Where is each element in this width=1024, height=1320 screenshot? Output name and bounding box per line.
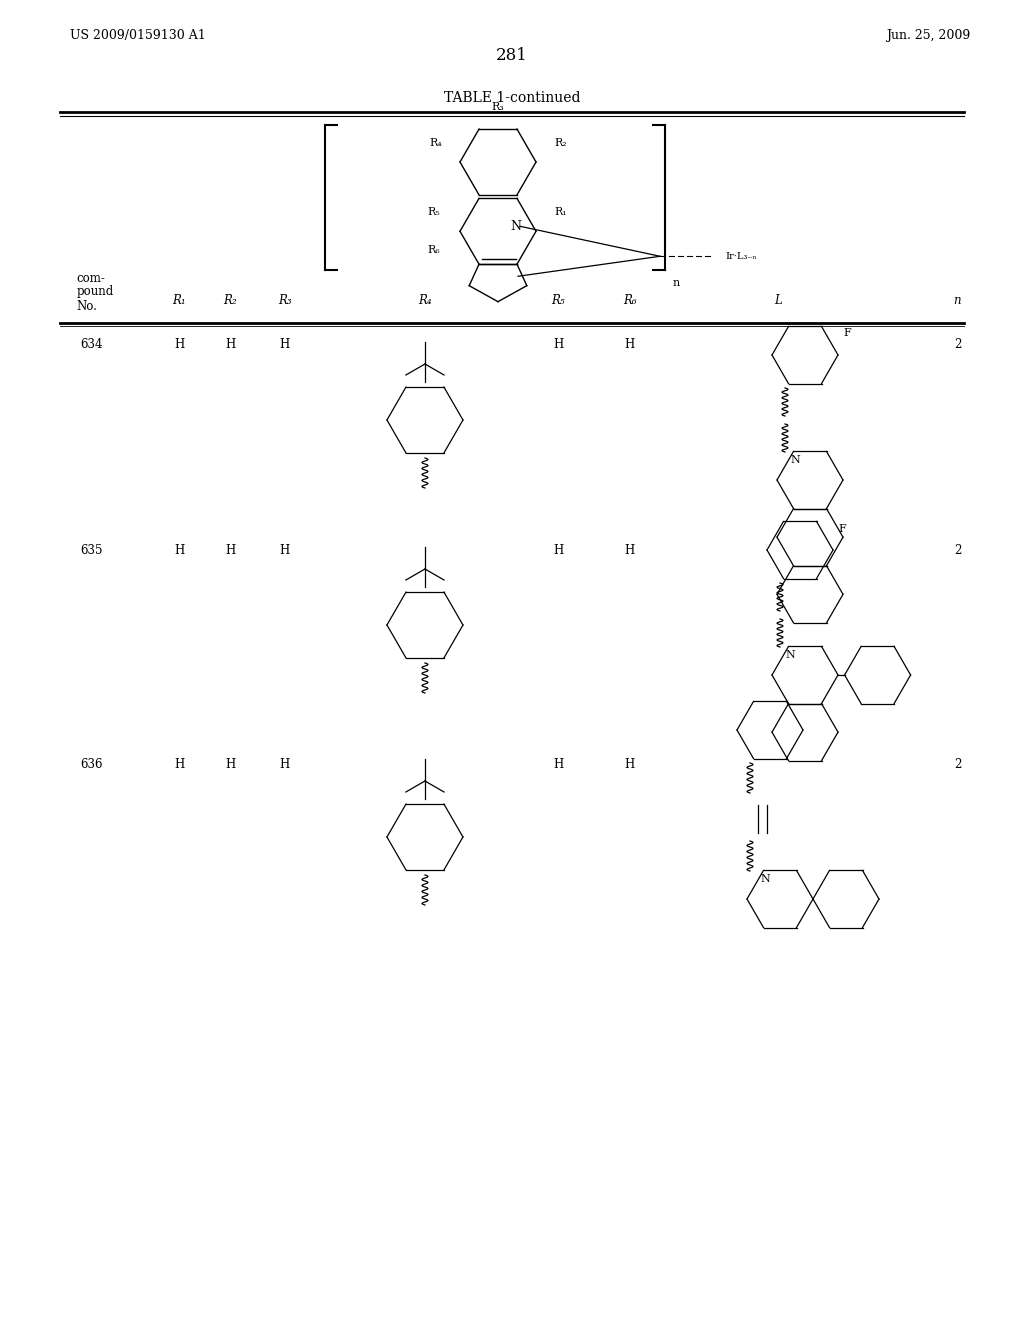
Text: L: L [774, 293, 782, 306]
Text: H: H [174, 544, 184, 557]
Text: R₃: R₃ [492, 102, 505, 112]
Text: TABLE 1-continued: TABLE 1-continued [443, 91, 581, 106]
Text: R₁: R₁ [172, 293, 186, 306]
Text: H: H [280, 544, 290, 557]
Text: N: N [511, 219, 521, 232]
Text: N: N [791, 455, 800, 465]
Text: R₆: R₆ [427, 246, 440, 255]
Text: 2: 2 [953, 544, 962, 557]
Text: N: N [760, 874, 770, 884]
Text: H: H [625, 544, 635, 557]
Text: com-: com- [77, 272, 105, 285]
Text: n: n [953, 293, 962, 306]
Text: H: H [174, 759, 184, 771]
Text: US 2009/0159130 A1: US 2009/0159130 A1 [70, 29, 206, 41]
Text: F: F [838, 524, 846, 533]
Text: H: H [553, 544, 563, 557]
Text: Ir·L₃₋ₙ: Ir·L₃₋ₙ [725, 252, 757, 261]
Text: 634: 634 [80, 338, 102, 351]
Text: H: H [280, 338, 290, 351]
Text: R₄: R₄ [418, 293, 432, 306]
Text: N: N [785, 649, 795, 660]
Text: 2: 2 [953, 338, 962, 351]
Text: No.: No. [77, 300, 97, 313]
Text: 636: 636 [80, 759, 102, 771]
Text: Jun. 25, 2009: Jun. 25, 2009 [886, 29, 970, 41]
Text: H: H [280, 759, 290, 771]
Text: H: H [553, 338, 563, 351]
Text: pound: pound [77, 285, 114, 298]
Text: R₃: R₃ [278, 293, 292, 306]
Text: H: H [553, 759, 563, 771]
Text: n: n [673, 279, 680, 288]
Text: R₂: R₂ [554, 139, 566, 148]
Text: R₅: R₅ [551, 293, 565, 306]
Text: R₆: R₆ [623, 293, 637, 306]
Text: H: H [225, 338, 236, 351]
Text: 2: 2 [953, 759, 962, 771]
Text: H: H [625, 759, 635, 771]
Text: R₁: R₁ [554, 207, 566, 218]
Text: 635: 635 [80, 544, 102, 557]
Text: F: F [843, 329, 851, 338]
Text: H: H [225, 759, 236, 771]
Text: H: H [625, 338, 635, 351]
Text: R₄: R₄ [429, 139, 442, 148]
Text: H: H [174, 338, 184, 351]
Text: R₂: R₂ [223, 293, 238, 306]
Text: H: H [225, 544, 236, 557]
Text: 281: 281 [496, 46, 528, 63]
Text: R₅: R₅ [427, 207, 440, 218]
